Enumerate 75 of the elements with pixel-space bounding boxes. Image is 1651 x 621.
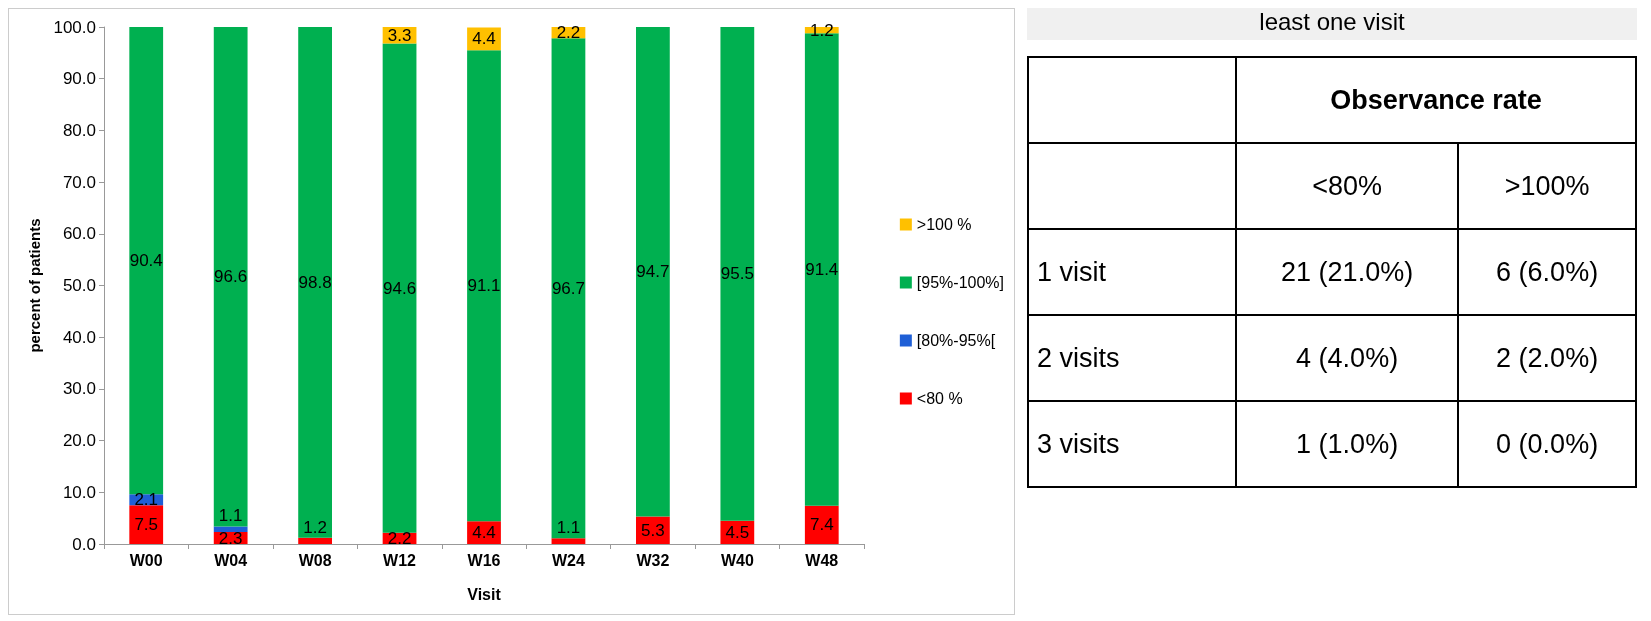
y-tick-label: 40.0 [62, 327, 96, 347]
category-label: 2 visits [1037, 342, 1120, 373]
y-tick-label: 0.0 [72, 534, 96, 554]
data-label: 2.1 [134, 490, 159, 510]
data-label: 1.1 [556, 518, 581, 538]
data-label: 95.5 [720, 264, 754, 284]
bar [213, 526, 248, 533]
x-tick-label: W32 [636, 551, 670, 569]
bar [213, 27, 248, 527]
x-tick-label: W24 [551, 551, 585, 569]
data-label: 94.7 [636, 262, 670, 282]
text: 0 (0.0%) [1496, 428, 1599, 459]
bar [467, 50, 501, 522]
x-tick-label: W00 [129, 551, 163, 569]
data-label: 94.6 [383, 278, 417, 298]
bar [129, 27, 164, 495]
y-tick-label: 10.0 [62, 482, 96, 502]
y-tick-label: 50.0 [62, 276, 96, 295]
bar [551, 538, 586, 544]
data-label: 7.4 [809, 515, 834, 535]
text: 1 (1.0%) [1296, 428, 1399, 459]
text: 4 (4.0%) [1296, 342, 1399, 373]
text: Observance rate [1236, 57, 1636, 143]
text: 21 (21.0%) [1281, 256, 1414, 287]
data-label: 98.8 [298, 272, 332, 292]
bar [129, 505, 164, 544]
x-axis-title: Visit [467, 585, 502, 603]
data-label: 96.7 [551, 278, 585, 298]
bar [551, 38, 586, 539]
data-label: 3.3 [387, 25, 412, 45]
x-tick-label: W16 [467, 551, 501, 569]
data-label: 91.4 [805, 259, 839, 279]
text: 2 (2.0%) [1496, 342, 1599, 373]
y-tick-label: 90.0 [62, 69, 96, 89]
bar [298, 537, 332, 544]
y-tick-label: 60.0 [62, 224, 96, 244]
text: least one visit [1027, 8, 1637, 40]
bar [720, 27, 755, 521]
legend-label: >100 % [916, 216, 972, 233]
category-label: >100% [1458, 143, 1636, 229]
bar [636, 27, 670, 517]
data-label: 4.4 [472, 523, 496, 543]
x-tick-label: W48 [805, 551, 839, 569]
x-tick-label: W04 [214, 551, 248, 569]
category-label: 1 visit [1037, 256, 1107, 287]
y-tick-label: 30.0 [62, 379, 96, 399]
category-label: 3 visits [1037, 428, 1120, 459]
data-label: 2.2 [387, 528, 412, 548]
data-label: 91.1 [467, 276, 501, 296]
x-tick-label: W40 [720, 551, 754, 569]
data-label: 1.2 [303, 517, 327, 537]
legend-label: <80 % [916, 390, 963, 407]
data-label: 2.3 [218, 528, 243, 548]
bar [298, 27, 332, 538]
data-label: 4.5 [725, 522, 750, 542]
data-label: 1.1 [218, 506, 243, 526]
bar [382, 43, 417, 533]
data-label: 5.3 [641, 520, 665, 540]
legend-label: [95%-100%] [916, 274, 1005, 291]
y-tick-label: 100.0 [53, 17, 96, 37]
text: 6 (6.0%) [1496, 256, 1599, 287]
y-tick-label: 70.0 [62, 172, 96, 192]
y-tick-label: 20.0 [62, 431, 96, 451]
y-tick-label: 80.0 [62, 120, 96, 140]
data-label: 96.6 [214, 267, 248, 287]
legend-label: [80%-95%[ [916, 332, 996, 349]
data-label: 2.2 [556, 23, 581, 43]
data-label: 90.4 [129, 251, 163, 271]
category-label: <80% [1236, 143, 1459, 229]
x-tick-label: W08 [298, 551, 332, 569]
bar [804, 505, 839, 544]
data-label: 7.5 [134, 515, 159, 535]
x-tick-label: W12 [383, 551, 417, 569]
data-label: 4.4 [472, 29, 496, 49]
y-axis-title: percent of patients [26, 218, 43, 353]
